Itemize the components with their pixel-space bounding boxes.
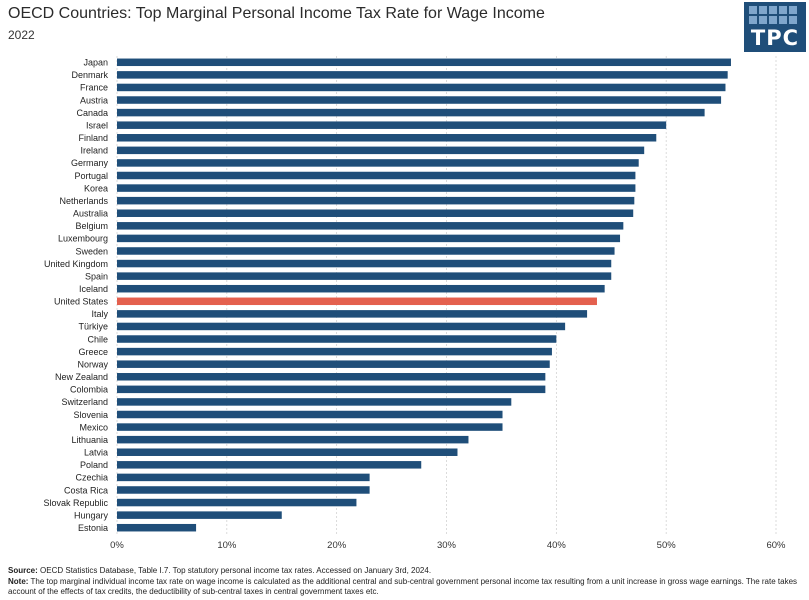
chart-subtitle: 2022 [8, 28, 35, 42]
category-label: Finland [78, 133, 108, 143]
x-tick-label: 20% [327, 540, 347, 551]
bar [117, 322, 566, 331]
category-label: Czechia [75, 473, 108, 483]
methodology-note: Note: The top marginal individual income… [8, 577, 803, 598]
category-label: France [80, 83, 108, 93]
category-label: Iceland [79, 284, 108, 294]
source-note: Source: OECD Statistics Database, Table … [8, 566, 803, 577]
bar [117, 259, 612, 268]
category-label: Norway [77, 359, 108, 369]
category-label: Italy [91, 309, 108, 319]
category-label: Germany [71, 158, 109, 168]
category-label: Australia [73, 209, 108, 219]
category-label: Israel [86, 120, 108, 130]
category-label: Switzerland [61, 397, 108, 407]
category-label: Chile [87, 334, 108, 344]
category-label: Hungary [74, 510, 109, 520]
category-label: New Zealand [55, 372, 108, 382]
category-label: Slovak Republic [43, 498, 108, 508]
bar [117, 448, 458, 456]
category-label: Korea [84, 183, 108, 193]
category-label: Japan [83, 58, 108, 68]
category-label: Poland [80, 460, 108, 470]
bar [117, 159, 639, 167]
bar [117, 435, 469, 444]
bar [117, 511, 282, 519]
bar [117, 423, 503, 431]
x-tick-label: 60% [766, 540, 786, 551]
category-label: Sweden [75, 246, 108, 256]
note-label: Note: [8, 576, 29, 586]
note-text: The top marginal individual income tax r… [8, 576, 798, 597]
category-label: United Kingdom [44, 259, 108, 269]
bar [117, 523, 197, 532]
category-label: Greece [78, 347, 108, 357]
category-label: Türkiye [78, 322, 108, 332]
bar [117, 96, 722, 104]
category-label: Portugal [74, 171, 108, 181]
bar [117, 498, 357, 507]
logo-text: TPC [750, 26, 800, 50]
bar [117, 347, 552, 356]
x-tick-label: 30% [437, 540, 457, 551]
bar [117, 146, 645, 155]
bar [117, 234, 621, 243]
category-label: Ireland [80, 146, 108, 156]
category-label: Colombia [70, 385, 108, 395]
category-label: Costa Rica [64, 485, 108, 495]
bar [117, 385, 546, 394]
category-label: Slovenia [73, 410, 108, 420]
source-text: OECD Statistics Database, Table I.7. Top… [37, 566, 432, 575]
bar [117, 71, 728, 79]
bar [117, 222, 624, 230]
category-label: Spain [85, 271, 108, 281]
bar [117, 196, 635, 205]
category-label: Austria [80, 95, 108, 105]
x-tick-label: 10% [217, 540, 237, 551]
category-label: Denmark [71, 70, 108, 80]
bar-highlight [117, 297, 597, 306]
logo-grid-icon [749, 6, 801, 24]
bar [117, 473, 370, 482]
bar [117, 486, 370, 494]
bar [117, 398, 512, 406]
bar [117, 335, 557, 343]
bar [117, 108, 705, 117]
chart-footer: Source: OECD Statistics Database, Table … [8, 566, 803, 598]
category-label: Netherlands [59, 196, 108, 206]
category-label: Estonia [78, 523, 108, 533]
category-label: Canada [76, 108, 108, 118]
x-tick-label: 50% [657, 540, 677, 551]
bar [117, 209, 634, 217]
bar [117, 461, 422, 469]
bar [117, 247, 615, 255]
bar [117, 360, 550, 368]
chart-title: OECD Countries: Top Marginal Personal In… [8, 5, 545, 22]
bar [117, 272, 612, 280]
bar [117, 284, 605, 293]
bar [117, 373, 546, 381]
bar [117, 121, 667, 129]
category-label: Mexico [79, 422, 108, 432]
x-tick-label: 40% [547, 540, 567, 551]
category-label: Luxembourg [58, 234, 108, 244]
tpc-logo: TPC [744, 2, 806, 52]
bar [117, 58, 731, 67]
category-label: Lithuania [71, 435, 108, 445]
bar-chart: 0% 10% 20% 30% 40% 50% 60% Japan Denmark France Au… [43, 56, 786, 551]
bar [117, 83, 726, 92]
bar [117, 134, 657, 142]
category-label: Belgium [75, 221, 108, 231]
category-label: Latvia [84, 448, 108, 458]
bar [117, 410, 503, 419]
bar [117, 171, 636, 180]
source-label: Source: [8, 566, 38, 575]
category-label: United States [54, 297, 109, 307]
x-tick-label: 0% [110, 540, 124, 551]
bar [117, 310, 588, 318]
bar [117, 184, 636, 192]
